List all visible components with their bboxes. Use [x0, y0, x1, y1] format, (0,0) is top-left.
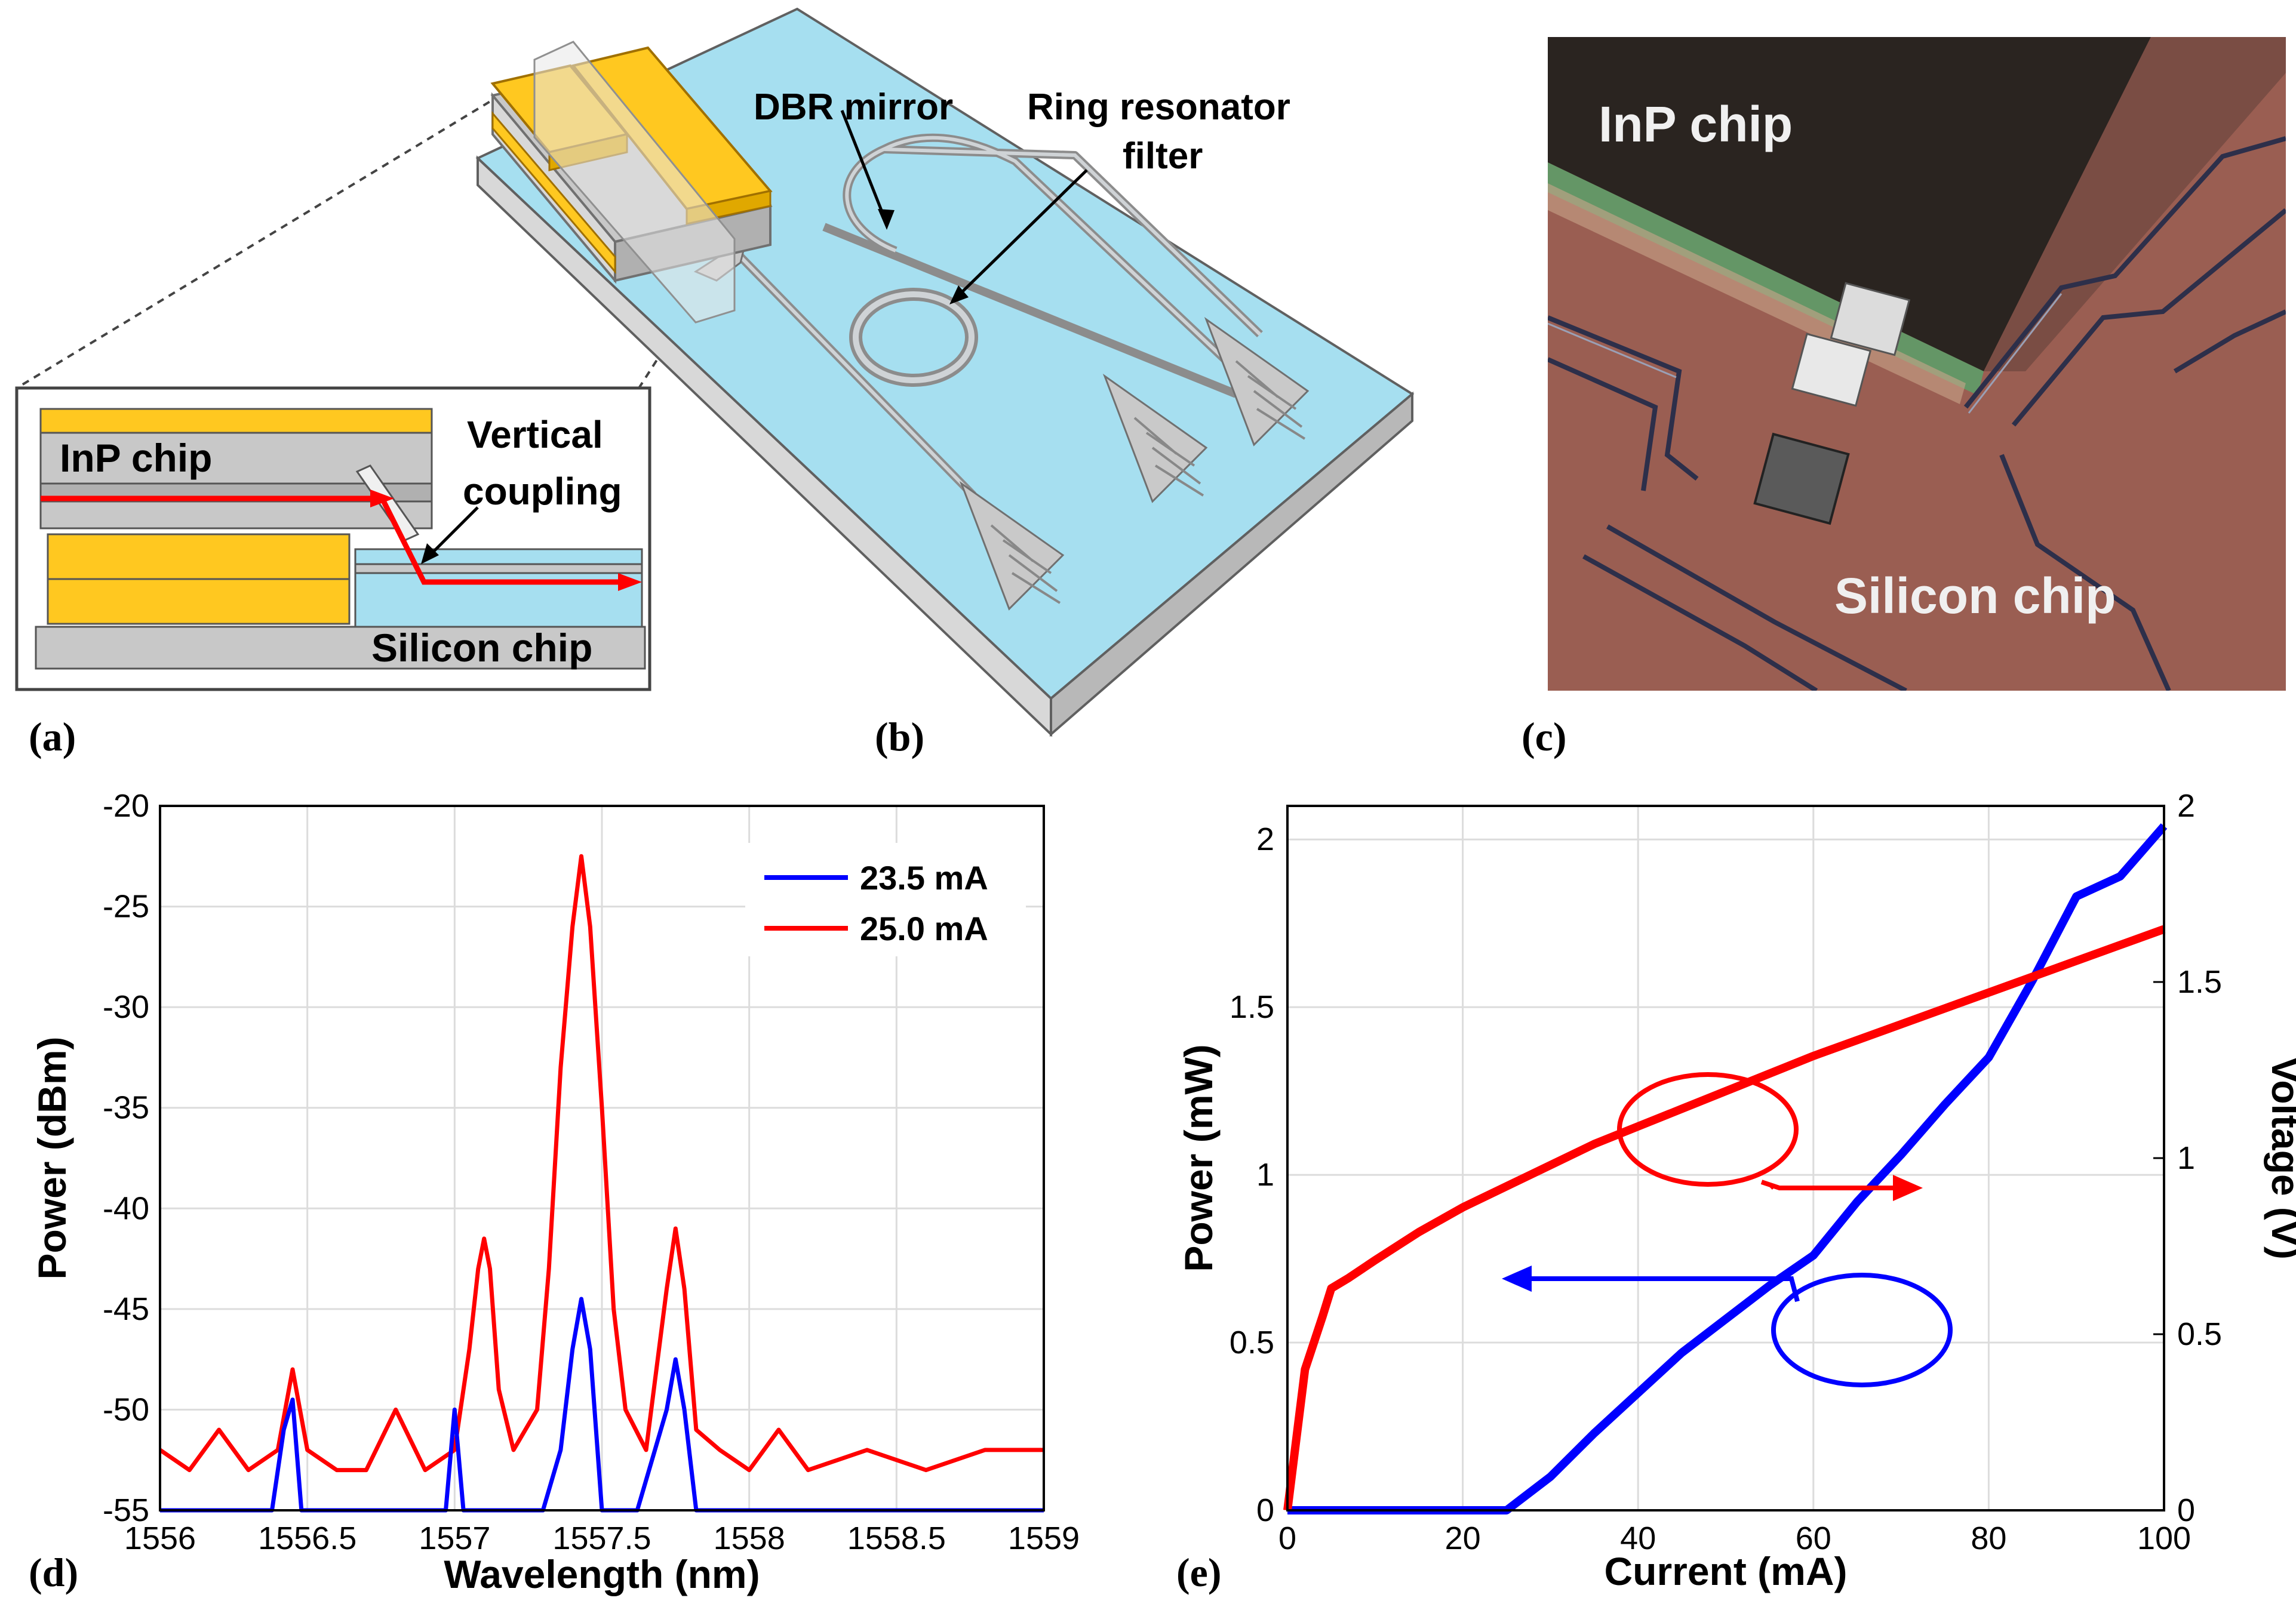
chart-e-series-power — [1287, 823, 2168, 1514]
dbr-arrow — [840, 110, 889, 224]
chart-e-ytick-label: 2 — [1256, 821, 1274, 857]
panel-letter-a: (a) — [29, 714, 76, 759]
chart-e-grid — [1286, 806, 2165, 1512]
chart-e-y2tick-label: 2 — [2177, 788, 2195, 824]
chart-e-xtick-label: 40 — [1620, 1520, 1656, 1556]
chart-e-y2tick-label: 1.5 — [2177, 964, 2222, 1000]
power-axis-indicator — [1517, 1273, 1953, 1387]
zoom-line-left — [16, 73, 536, 389]
chart-e-xlabel: Current (mA) — [1605, 1549, 1848, 1593]
chart-d-xtick-label: 1556 — [124, 1520, 196, 1556]
power-arrow-head — [1502, 1266, 1532, 1292]
panel-letter-d: (d) — [29, 1550, 79, 1595]
inp-chip-3d — [490, 41, 773, 324]
chart-spectrum: 1556 1556.5 1557 1557.5 1558 1558.5 1559 -55-5… — [30, 788, 1080, 1596]
chip-3d-diagram — [475, 7, 1415, 737]
chart-d-yticks: -55 -50 -45 -40 -35 -30 -25 -20 — [103, 788, 149, 1528]
cross-section-inset — [15, 386, 651, 691]
micrograph-labels: InP chip Silicon chip — [1599, 96, 2116, 624]
chart-e-yticks: 0 0.5 1 1.5 2 — [1230, 821, 1274, 1528]
inset-label-inp: InP chip — [60, 436, 213, 480]
chart-e-xticks: 0 20 40 60 80 100 — [1278, 1520, 2191, 1556]
chart-e-y2label: Voltage (V) — [2264, 1057, 2296, 1260]
chart-e-ytick-label: 0 — [1256, 1492, 1274, 1528]
chart-d-xtick-label: 1556.5 — [258, 1520, 356, 1556]
chart-e-ytick-label: 1.5 — [1230, 989, 1274, 1025]
figure-top-diagrams: DBR mirror Ring resonator filter InP chi… — [15, 7, 1415, 737]
chart-e-xtick-label: 100 — [2137, 1520, 2191, 1556]
chart-d-xtick-label: 1557.5 — [552, 1520, 651, 1556]
micrograph-photo — [1548, 37, 2286, 691]
chart-d-ytick-label: -35 — [103, 1090, 149, 1126]
chart-liv: 0 20 40 60 80 100 0 0.5 1 1.5 2 0 0.5 1 1.5 2 Current… — [1176, 788, 2296, 1593]
legend-label-23-5: 23.5 mA — [860, 859, 988, 897]
grating-coupler-3 — [1204, 316, 1310, 447]
chart-d-xtick-label: 1558 — [714, 1520, 785, 1556]
chart-d-xtick-label: 1559 — [1008, 1520, 1080, 1556]
light-path — [41, 495, 627, 585]
chart-d-series-line — [159, 854, 1044, 1473]
chart-e-xtick-label: 60 — [1796, 1520, 1831, 1556]
chart-e-y2ticks: 0 0.5 1 1.5 2 — [2153, 788, 2222, 1528]
photo-label-inp: InP chip — [1599, 96, 1793, 152]
chart-e-y2tick-label: 0 — [2177, 1492, 2195, 1528]
chart-e-series — [1283, 823, 2168, 1514]
grating-coupler-2 — [1102, 373, 1208, 503]
panel-letter-c: (c) — [1522, 714, 1567, 759]
chart-d-ytick-label: -50 — [103, 1392, 149, 1427]
silicon-substrate-front — [1050, 391, 1413, 737]
chart-d-ytick-label: -25 — [103, 889, 149, 925]
chart-d-xtick-label: 1557 — [419, 1520, 490, 1556]
chart-d-ytick-label: -30 — [103, 989, 149, 1025]
cross-section-plane — [533, 41, 736, 324]
chart-e-xtick-label: 20 — [1445, 1520, 1481, 1556]
chart-e-ytick-label: 1 — [1256, 1157, 1274, 1193]
voltage-arrow-head — [1893, 1175, 1923, 1201]
inset-label-vertical: Vertical — [467, 413, 603, 456]
chart-d-ytick-label: -40 — [103, 1190, 149, 1226]
chart-e-ytick-label: 0.5 — [1230, 1325, 1274, 1360]
inset-label-silicon: Silicon chip — [371, 626, 592, 670]
chart-d-xticks: 1556 1556.5 1557 1557.5 1558 1558.5 1559 — [124, 1520, 1080, 1556]
chart-e-y2tick-label: 0.5 — [2177, 1316, 2222, 1352]
chart-d-frame — [159, 805, 1045, 1512]
chart-d-ylabel: Power (dBm) — [30, 1036, 74, 1279]
chart-d-xlabel: Wavelength (nm) — [444, 1552, 760, 1596]
chart-e-xtick-label: 0 — [1278, 1520, 1296, 1556]
panel-letter-e: (e) — [1176, 1550, 1222, 1595]
chart-d-xtick-label: 1558.5 — [847, 1520, 946, 1556]
chart-d-ytick-label: -55 — [103, 1492, 149, 1528]
ring-arrow — [954, 169, 1088, 300]
panel-letter-b: (b) — [875, 714, 925, 759]
label-dbr-mirror: DBR mirror — [754, 87, 953, 128]
chart-e-ylabel: Power (mW) — [1176, 1044, 1221, 1272]
chart-e-series-voltage — [1283, 925, 2166, 1511]
inset-label-coupling: coupling — [463, 470, 622, 513]
voltage-axis-indicator — [1617, 1072, 1899, 1190]
chart-e-xtick-label: 80 — [1971, 1520, 2006, 1556]
chart-d-ytick-label: -20 — [103, 788, 149, 824]
chart-e-frame — [1286, 805, 2165, 1512]
chart-d-legend: 23.5 mA 25.0 mA — [745, 843, 1026, 956]
photo-label-silicon: Silicon chip — [1834, 568, 2116, 624]
legend-label-25-0: 25.0 mA — [860, 910, 988, 947]
chart-d-ytick-label: -45 — [103, 1291, 149, 1327]
chart-e-y2tick-label: 1 — [2177, 1140, 2195, 1176]
grating-coupler-1 — [959, 481, 1065, 611]
label-ring-line1: Ring resonator — [1027, 87, 1290, 128]
label-ring-line2: filter — [1123, 136, 1203, 177]
